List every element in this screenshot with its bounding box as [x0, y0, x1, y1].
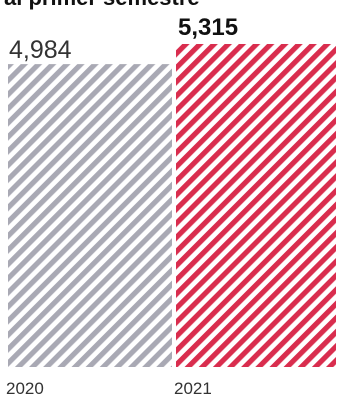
bar-2021 [176, 44, 336, 367]
value-label-2020: 4,984 [9, 36, 72, 64]
value-label-2021: 5,315 [178, 14, 238, 41]
bar-2020 [8, 64, 172, 368]
x-tick-label-2021: 2021 [174, 379, 212, 398]
bars-layer [8, 44, 336, 368]
value-labels-layer: 4,984 5,315 [9, 14, 238, 64]
x-tick-labels-layer: 2020 2021 [6, 379, 212, 398]
chart-title: al primer semestre [4, 0, 200, 10]
x-tick-label-2020: 2020 [6, 379, 44, 398]
